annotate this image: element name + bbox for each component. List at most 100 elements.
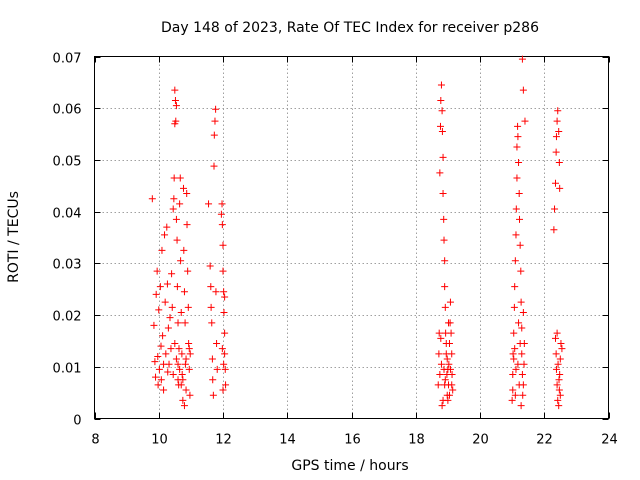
data-point bbox=[185, 365, 193, 373]
y-tick-label: 0.04 bbox=[53, 207, 82, 222]
data-point bbox=[165, 360, 173, 368]
data-point bbox=[510, 329, 518, 337]
data-point bbox=[514, 122, 522, 130]
data-point bbox=[177, 381, 185, 389]
data-point bbox=[181, 319, 189, 327]
data-point bbox=[206, 262, 214, 270]
data-point bbox=[148, 195, 156, 203]
data-point bbox=[509, 350, 517, 358]
data-point bbox=[515, 190, 523, 198]
data-point bbox=[219, 386, 227, 394]
data-point bbox=[221, 365, 229, 373]
data-point bbox=[205, 200, 213, 208]
data-point bbox=[438, 402, 446, 410]
data-point bbox=[515, 159, 523, 167]
y-tick-label: 0.03 bbox=[53, 258, 82, 273]
y-tick-label: 0.07 bbox=[53, 52, 82, 67]
x-tick-label: 18 bbox=[408, 433, 425, 448]
data-point bbox=[150, 321, 158, 329]
data-point bbox=[156, 283, 164, 291]
data-point bbox=[171, 96, 179, 104]
data-point bbox=[439, 396, 447, 404]
data-point bbox=[222, 381, 230, 389]
data-point bbox=[161, 231, 169, 239]
x-tick-label: 12 bbox=[215, 433, 232, 448]
data-point bbox=[186, 350, 194, 358]
data-point bbox=[552, 133, 560, 141]
data-point bbox=[181, 360, 189, 368]
data-point bbox=[556, 355, 564, 363]
data-point bbox=[180, 402, 188, 410]
data-point bbox=[154, 381, 162, 389]
data-point bbox=[213, 365, 221, 373]
data-point bbox=[518, 371, 526, 379]
data-point bbox=[221, 293, 229, 301]
data-point bbox=[436, 371, 444, 379]
data-point bbox=[178, 371, 186, 379]
data-point bbox=[448, 381, 456, 389]
data-point bbox=[207, 303, 215, 311]
data-point bbox=[152, 373, 160, 381]
data-point bbox=[185, 340, 193, 348]
x-tick-label: 20 bbox=[472, 433, 489, 448]
data-point bbox=[553, 381, 561, 389]
axis-ticks: 8 10 12 14 16 18 20 22 24 0 0.01 0.02 0.03 0.04 0.05 0.… bbox=[53, 52, 618, 448]
data-point bbox=[556, 184, 564, 192]
data-point bbox=[218, 221, 226, 229]
chart-title: Day 148 of 2023, Rate Of TEC Index for r… bbox=[161, 20, 539, 36]
data-point bbox=[513, 143, 521, 151]
data-point bbox=[509, 371, 517, 379]
data-point bbox=[517, 267, 525, 275]
data-point bbox=[177, 308, 185, 316]
data-point bbox=[169, 205, 177, 213]
data-point bbox=[166, 314, 174, 322]
data-point bbox=[152, 290, 160, 298]
data-point bbox=[518, 350, 526, 358]
data-point bbox=[183, 221, 191, 229]
x-tick-label: 16 bbox=[344, 433, 361, 448]
data-point bbox=[179, 396, 187, 404]
data-point bbox=[151, 358, 159, 366]
data-point bbox=[176, 200, 184, 208]
data-point bbox=[512, 205, 520, 213]
data-point bbox=[555, 402, 563, 410]
y-tick-label: 0.06 bbox=[53, 103, 82, 118]
data-point bbox=[184, 303, 192, 311]
data-point bbox=[173, 236, 181, 244]
data-point bbox=[168, 303, 176, 311]
data-point bbox=[180, 246, 188, 254]
data-point bbox=[555, 386, 563, 394]
data-point bbox=[437, 360, 445, 368]
data-point bbox=[516, 340, 524, 348]
data-point bbox=[448, 350, 456, 358]
data-point bbox=[158, 246, 166, 254]
data-point bbox=[174, 376, 182, 384]
data-point bbox=[171, 86, 179, 94]
data-point bbox=[209, 376, 217, 384]
data-point bbox=[162, 350, 170, 358]
data-point bbox=[554, 107, 562, 115]
data-point bbox=[553, 117, 561, 125]
data-point bbox=[437, 96, 445, 104]
data-point bbox=[438, 107, 446, 115]
data-point bbox=[220, 360, 228, 368]
data-point bbox=[513, 174, 521, 182]
data-point bbox=[435, 329, 443, 337]
data-point bbox=[208, 319, 216, 327]
data-point bbox=[512, 365, 520, 373]
y-tick-label: 0.02 bbox=[53, 310, 82, 325]
data-point bbox=[177, 257, 185, 265]
data-point bbox=[207, 283, 215, 291]
data-point bbox=[442, 340, 450, 348]
data-point bbox=[557, 340, 565, 348]
data-point bbox=[436, 122, 444, 130]
data-point bbox=[551, 179, 559, 187]
data-point bbox=[178, 350, 186, 358]
data-point bbox=[552, 365, 560, 373]
data-point bbox=[441, 376, 449, 384]
data-point bbox=[441, 257, 449, 265]
data-point bbox=[213, 340, 221, 348]
data-point bbox=[552, 350, 560, 358]
data-point bbox=[437, 334, 445, 342]
